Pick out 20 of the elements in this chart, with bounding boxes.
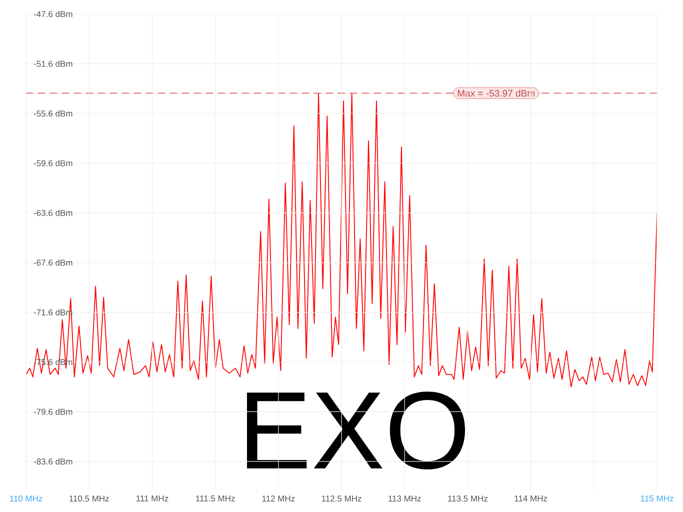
y-tick-label: -67.6 dBm (34, 259, 72, 266)
x-tick-label: 113.5 MHz (448, 496, 488, 502)
x-tick-label: 112 MHz (262, 496, 295, 502)
y-tick-label: -79.6 dBm (34, 408, 72, 415)
x-tick-label: 111.5 MHz (196, 496, 235, 502)
x-tick-label: 112.5 MHz (322, 496, 362, 502)
x-tick-label: 110.5 MHz (70, 496, 109, 502)
y-tick-label: -51.6 dBm (34, 60, 72, 67)
x-tick-label: 115 MHz (640, 496, 674, 502)
y-tick-label: -63.6 dBm (34, 210, 72, 216)
y-tick-label: -83.6 dBm (34, 458, 72, 465)
y-tick-label: -71.6 dBm (34, 309, 72, 316)
x-tick-label: 110 MHz (10, 496, 42, 502)
x-tick-label: 113 MHz (388, 496, 421, 502)
annotation: EXO (246, 392, 466, 470)
y-tick-label: -55.6 dBm (34, 110, 72, 117)
x-tick-label: 114 MHz (514, 496, 548, 502)
x-tick-label: 111 MHz (136, 496, 168, 502)
y-tick-label: -59.6 dBm (34, 160, 72, 166)
y-tick-label: -47.6 dBm (34, 10, 72, 18)
